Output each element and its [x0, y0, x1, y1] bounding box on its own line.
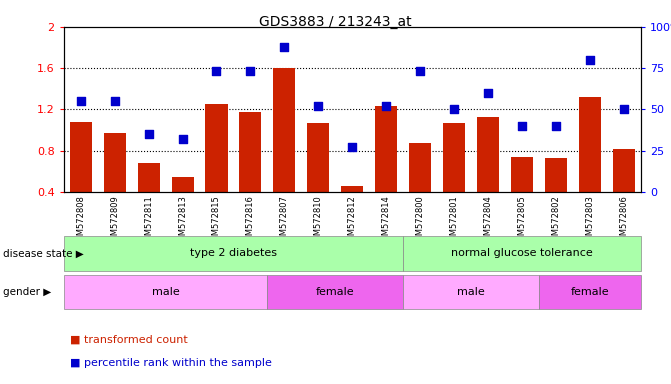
Bar: [403, 236, 641, 271]
Point: [619, 106, 629, 113]
Bar: [268, 275, 403, 309]
Bar: [240, 111, 262, 192]
Bar: [307, 123, 329, 192]
Point: [347, 144, 358, 151]
Bar: [403, 275, 539, 309]
Bar: [443, 123, 465, 192]
Bar: [64, 236, 403, 271]
Text: type 2 diabetes: type 2 diabetes: [190, 248, 277, 258]
Point: [517, 123, 527, 129]
Text: ■ transformed count: ■ transformed count: [70, 335, 188, 345]
Text: female: female: [316, 287, 354, 297]
Text: female: female: [570, 287, 609, 297]
Point: [211, 68, 222, 74]
Bar: [539, 275, 641, 309]
Bar: [172, 177, 193, 192]
Point: [279, 44, 290, 50]
Bar: [375, 106, 397, 192]
Text: male: male: [152, 287, 179, 297]
Bar: [64, 275, 268, 309]
Point: [551, 123, 562, 129]
Point: [313, 103, 323, 109]
Text: male: male: [457, 287, 485, 297]
Point: [177, 136, 188, 142]
Text: disease state ▶: disease state ▶: [3, 248, 84, 258]
Text: gender ▶: gender ▶: [3, 287, 52, 297]
Text: GDS3883 / 213243_at: GDS3883 / 213243_at: [259, 15, 412, 29]
Bar: [511, 157, 533, 192]
Bar: [409, 144, 431, 192]
Bar: [545, 158, 567, 192]
Point: [109, 98, 120, 104]
Text: normal glucose tolerance: normal glucose tolerance: [451, 248, 593, 258]
Point: [449, 106, 460, 113]
Bar: [138, 163, 160, 192]
Point: [584, 57, 595, 63]
Point: [245, 68, 256, 74]
Bar: [273, 68, 295, 192]
Text: ■ percentile rank within the sample: ■ percentile rank within the sample: [70, 358, 272, 368]
Bar: [70, 122, 92, 192]
Point: [415, 68, 425, 74]
Bar: [205, 104, 227, 192]
Point: [75, 98, 86, 104]
Point: [381, 103, 392, 109]
Bar: [613, 149, 635, 192]
Bar: [342, 186, 363, 192]
Bar: [579, 97, 601, 192]
Point: [482, 90, 493, 96]
Bar: [103, 133, 125, 192]
Bar: [477, 117, 499, 192]
Point: [143, 131, 154, 137]
